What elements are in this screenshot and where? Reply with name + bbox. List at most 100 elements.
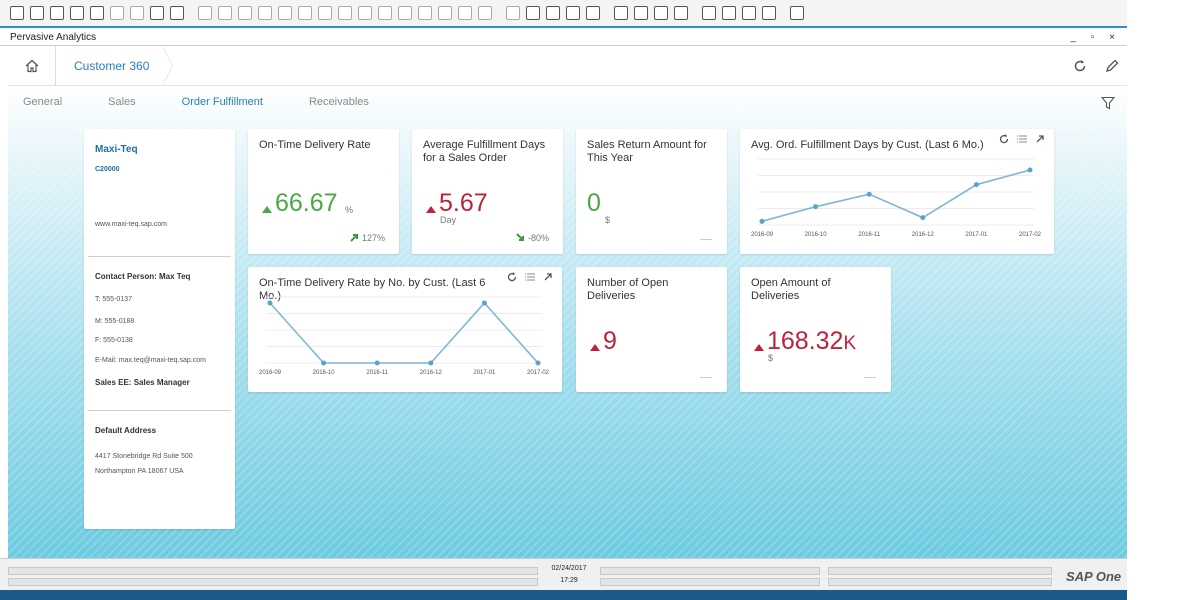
chart-card-avg-fulfillment-days[interactable]: Avg. Ord. Fulfillment Days by Cust. (Las…	[740, 129, 1054, 254]
export-icon[interactable]	[70, 6, 84, 20]
filter-icon[interactable]	[1101, 96, 1115, 110]
lock-icon[interactable]	[378, 6, 392, 20]
target-document-icon[interactable]	[458, 6, 472, 20]
kpi-card-open-deliveries[interactable]: Number of Open Deliveries 9	[576, 267, 727, 392]
kpi-title: Open Amount of Deliveries	[751, 277, 831, 302]
arrow-down-right-icon	[516, 233, 524, 241]
x-tick-label: 2016-09	[751, 232, 774, 238]
os-taskbar	[0, 590, 1200, 600]
last-record-icon[interactable]	[298, 6, 312, 20]
previous-record-icon[interactable]	[258, 6, 272, 20]
divider	[88, 256, 231, 257]
kpi-card-average-fulfillment-days[interactable]: Average Fulfillment Days for a Sales Ord…	[412, 129, 563, 254]
excel-icon[interactable]	[110, 6, 124, 20]
edit-icon[interactable]	[1104, 58, 1120, 74]
dashboard-area: General Sales Order Fulfillment Receivab…	[8, 86, 1127, 558]
line-chart-on-time-delivery-rate: 2016-09 2016-10 2016-11 2016-12 2017-01 2017-…	[259, 296, 550, 376]
customer-website[interactable]: www.maxi-teq.sap.com	[95, 221, 167, 228]
kpi-card-sales-return-amount[interactable]: Sales Return Amount for This Year 0 $	[576, 129, 727, 254]
kpi-card-open-amount[interactable]: Open Amount of Deliveries 168.32K $	[740, 267, 891, 392]
chart-title: Avg. Ord. Fulfillment Days by Cust. (Las…	[751, 139, 984, 151]
status-field	[828, 567, 1052, 575]
tab-receivables[interactable]: Receivables	[308, 96, 369, 108]
find-icon[interactable]	[198, 6, 212, 20]
journal-icon[interactable]	[478, 6, 492, 20]
data-point	[374, 360, 380, 366]
move-icon[interactable]	[150, 6, 164, 20]
chart-icon[interactable]	[506, 6, 520, 20]
kpi-change: 127%	[362, 233, 386, 243]
expand-icon[interactable]	[542, 271, 554, 283]
tab-sales[interactable]: Sales	[108, 96, 136, 108]
app-toolbar	[0, 0, 1127, 28]
address-heading: Default Address	[95, 426, 157, 435]
window-controls[interactable]: _ ▫ ×	[1070, 32, 1121, 43]
chart-title: On-Time Delivery Rate by No. by Cust. (L…	[259, 277, 486, 302]
add-icon[interactable]	[218, 6, 232, 20]
customer-name[interactable]: Maxi-Teq	[95, 144, 138, 155]
refresh-icon[interactable]	[506, 271, 518, 283]
refresh-icon[interactable]	[1072, 58, 1088, 74]
print-icon[interactable]	[30, 6, 44, 20]
fax-icon[interactable]	[90, 6, 104, 20]
widgets-icon[interactable]	[634, 6, 648, 20]
notes-icon[interactable]	[762, 6, 776, 20]
filter-icon[interactable]	[338, 6, 352, 20]
breadcrumb[interactable]: Customer 360	[56, 46, 168, 86]
kpi-change: -80%	[528, 233, 550, 243]
chat-icon[interactable]	[566, 6, 580, 20]
users-icon[interactable]	[674, 6, 688, 20]
kpi-title: Sales Return Amount for This Year	[587, 139, 707, 164]
x-tick-label: 2017-02	[1019, 232, 1042, 238]
refresh-icon[interactable]	[318, 6, 332, 20]
alerts-icon[interactable]	[586, 6, 600, 20]
first-record-icon[interactable]	[238, 6, 252, 20]
chart-card-on-time-delivery-rate[interactable]: On-Time Delivery Rate by No. by Cust. (L…	[248, 267, 562, 392]
data-point	[428, 360, 434, 366]
series-line	[269, 301, 539, 364]
customer-code[interactable]: C20000	[95, 166, 120, 173]
word-icon[interactable]	[130, 6, 144, 20]
reports-icon[interactable]	[654, 6, 668, 20]
base-document-icon[interactable]	[438, 6, 452, 20]
tab-order-fulfillment[interactable]: Order Fulfillment	[181, 96, 263, 108]
kpi-title: Average Fulfillment Days for a Sales Ord…	[423, 139, 546, 164]
kpi-card-on-time-delivery[interactable]: On-Time Delivery Rate 66.67 % 127%	[248, 129, 399, 254]
email-icon[interactable]	[50, 6, 64, 20]
paste-icon[interactable]	[722, 6, 736, 20]
link-icon[interactable]	[418, 6, 432, 20]
preview-icon[interactable]	[10, 6, 24, 20]
x-tick-label: 2017-01	[473, 370, 496, 376]
kpi-title: On-Time Delivery Rate	[259, 139, 371, 151]
list-icon[interactable]	[524, 271, 536, 283]
form-settings-icon[interactable]	[614, 6, 628, 20]
home-button[interactable]	[8, 46, 56, 86]
list-icon[interactable]	[1016, 133, 1028, 145]
status-field	[8, 578, 538, 586]
refresh-icon[interactable]	[998, 133, 1010, 145]
messages-icon[interactable]	[546, 6, 560, 20]
calendar-icon[interactable]	[526, 6, 540, 20]
expand-icon[interactable]	[1034, 133, 1046, 145]
edit-icon[interactable]	[742, 6, 756, 20]
contact-email[interactable]: E-Mail: max.teq@maxi-teq.sap.com	[95, 357, 206, 364]
help-icon[interactable]	[790, 6, 804, 20]
next-record-icon[interactable]	[278, 6, 292, 20]
data-point	[759, 218, 765, 224]
card-toolbar	[998, 133, 1046, 145]
kpi-unit: $	[605, 215, 611, 225]
data-point	[267, 300, 273, 306]
status-field	[600, 567, 820, 575]
kpi-change-placeholder	[864, 377, 876, 378]
arrow-up-right-icon	[350, 234, 358, 242]
status-field	[828, 578, 1052, 586]
layout-icon[interactable]	[398, 6, 412, 20]
sort-icon[interactable]	[358, 6, 372, 20]
data-point	[866, 191, 872, 197]
line-chart-avg-fulfillment-days: 2016-09 2016-10 2016-11 2016-12 2017-01 2017-…	[751, 158, 1042, 238]
trend-up-icon	[262, 206, 272, 213]
tab-general[interactable]: General	[23, 96, 63, 108]
settings-icon[interactable]	[170, 6, 184, 20]
copy-icon[interactable]	[702, 6, 716, 20]
x-tick-label: 2016-11	[858, 232, 880, 238]
